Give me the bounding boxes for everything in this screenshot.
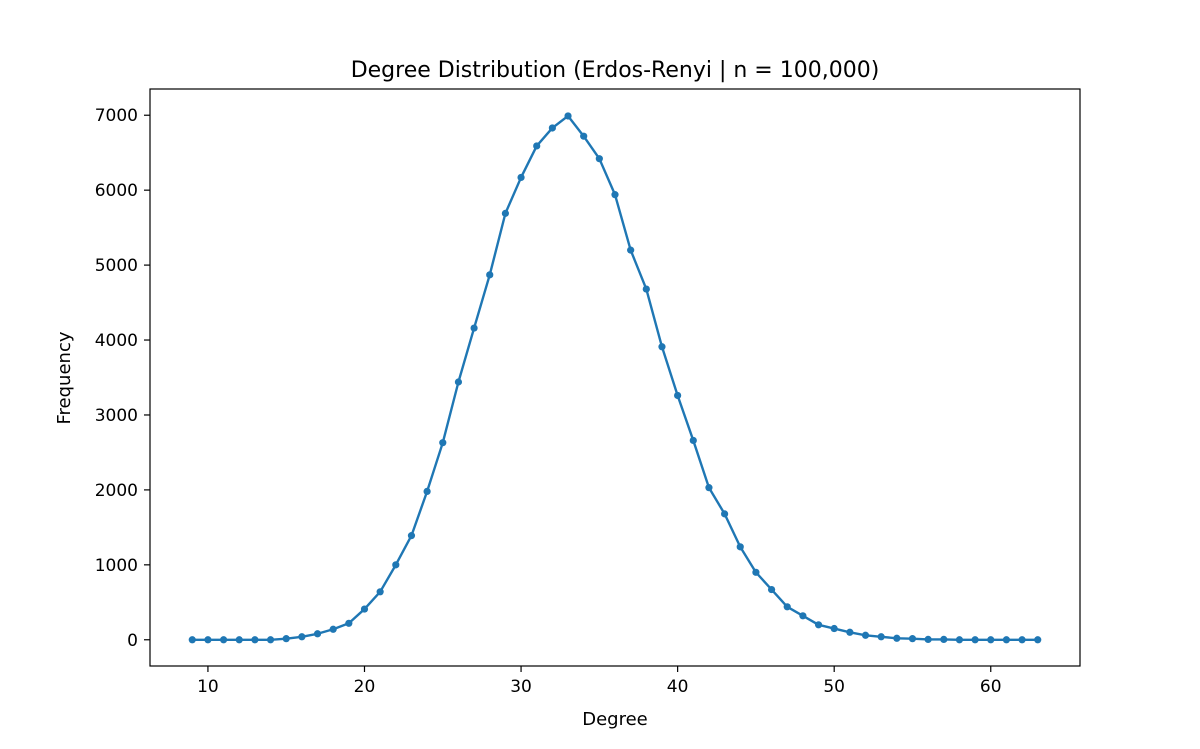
data-point [689,436,697,445]
data-point [313,630,322,638]
data-point [266,636,275,644]
x-axis-label: Degree [582,709,648,730]
data-point [721,510,729,518]
y-axis-label: Frequency [54,331,75,424]
x-tick-label: 40 [667,677,689,697]
data-point [627,246,635,254]
data-point [235,636,243,644]
y-tick-label: 0 [127,631,138,651]
x-tick-label: 50 [823,677,845,697]
x-axis-ticks: 10 20 30 40 50 60 [197,666,1002,697]
data-point [783,603,791,611]
data-point [251,636,259,644]
data-point [470,324,478,332]
data-point [1034,636,1042,644]
data-point [674,391,682,400]
y-tick-label: 1000 [95,556,138,576]
data-point [282,635,290,643]
y-tick-label: 6000 [95,181,138,201]
data-point [564,112,572,120]
y-tick-label: 3000 [95,406,138,426]
data-point [971,636,979,644]
y-tick-label: 2000 [95,481,138,501]
data-point [548,124,556,132]
x-tick-label: 20 [354,677,376,697]
data-point [329,625,337,633]
data-point [298,633,306,641]
data-point [423,487,431,495]
data-point [407,532,416,540]
y-tick-label: 4000 [95,331,138,351]
data-point [1018,636,1026,644]
plot-area [188,112,1042,644]
data-point [360,605,369,613]
data-point [376,588,384,596]
data-point [517,173,525,182]
data-point [611,191,619,199]
x-tick-label: 60 [980,677,1002,697]
data-point [580,132,588,140]
data-point [877,633,885,641]
data-point [987,636,995,644]
data-point [188,636,196,644]
data-point [767,585,776,594]
data-point [893,634,901,642]
chart-title: Degree Distribution (Erdos-Renyi | n = 1… [351,58,880,83]
x-tick-label: 10 [197,677,219,697]
data-point [486,271,494,279]
data-point [658,343,666,351]
axes-frame [149,88,1081,667]
data-point [1002,636,1011,644]
data-point [924,635,932,644]
data-point [595,155,603,163]
y-tick-label: 7000 [95,106,138,126]
data-point [642,285,650,293]
data-point [736,543,744,551]
data-point [814,621,823,629]
data-point [955,636,964,644]
data-point [861,631,870,639]
data-point [830,624,838,633]
data-point [533,142,541,150]
data-point [940,635,948,644]
data-point [799,612,807,620]
y-axis-ticks: 0 1000 2000 3000 4000 5000 6000 7000 [95,106,150,651]
data-point [392,561,400,569]
data-point [454,378,463,386]
data-point [752,568,760,576]
data-point [204,636,212,644]
data-point [439,439,447,447]
data-point [705,484,713,492]
data-point [501,209,509,217]
data-point [345,619,353,627]
data-point [846,628,854,636]
y-tick-label: 5000 [95,256,138,276]
data-point [219,636,228,644]
x-tick-label: 30 [510,677,532,697]
data-point [908,635,917,643]
